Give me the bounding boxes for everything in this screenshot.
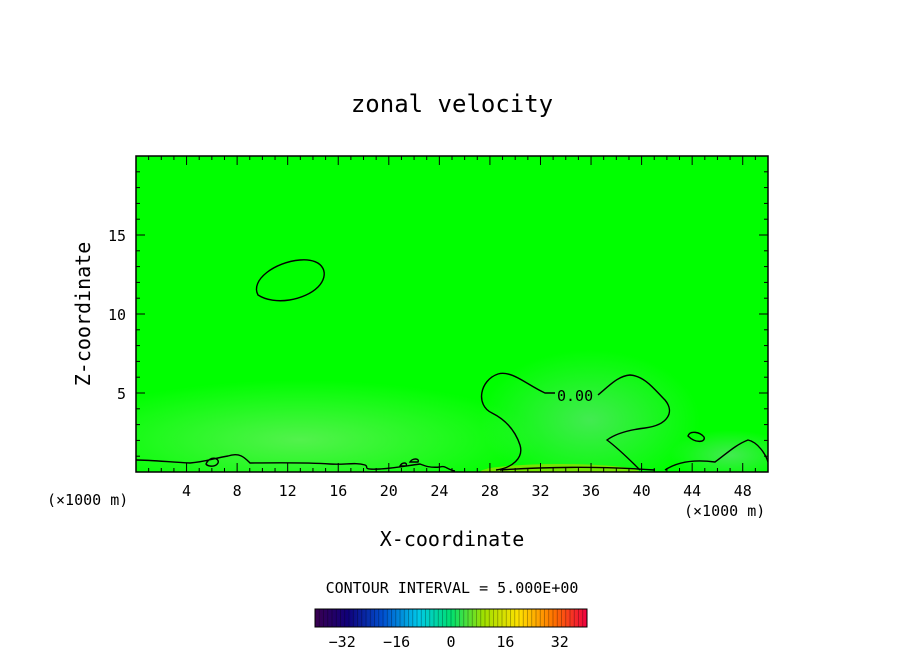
x-unit-left: (×1000 m) — [47, 491, 128, 509]
y-tick-label: 10 — [108, 306, 126, 324]
x-tick-label: 24 — [430, 482, 448, 500]
contour-label: 0.00 — [557, 387, 593, 405]
colorbar-tick-label: −32 — [329, 633, 356, 651]
x-tick-label: 32 — [531, 482, 549, 500]
x-tick-label: 20 — [380, 482, 398, 500]
x-tick-label: 44 — [683, 482, 701, 500]
y-ticks: 5 10 15 — [108, 155, 768, 473]
y-axis-label: Z-coordinate — [71, 242, 95, 387]
x-tick-label: 12 — [279, 482, 297, 500]
contour-bottom-left — [136, 454, 456, 472]
contour-bottom-center — [499, 466, 656, 471]
x-tick-label: 16 — [329, 482, 347, 500]
y-tick-label: 5 — [117, 385, 126, 403]
x-tick-label: 28 — [481, 482, 499, 500]
x-tick-label: 48 — [734, 482, 752, 500]
field-shade-bottom — [480, 464, 640, 472]
colorbar-stripes — [318, 609, 584, 627]
contour-central-lobe — [480, 372, 671, 471]
colorbar-ticks: −32 −16 0 16 32 — [329, 633, 569, 651]
x-unit-right: (×1000 m) — [684, 502, 765, 520]
colorbar-tick-label: −16 — [383, 633, 410, 651]
colorbar-tick-label: 0 — [446, 633, 455, 651]
contour-right-bottom — [664, 439, 768, 471]
field-shade-lower — [136, 380, 540, 472]
y-tick-label: 15 — [108, 227, 126, 245]
x-tick-label: 40 — [633, 482, 651, 500]
x-ticks: 4 8 12 16 20 24 28 32 36 40 44 48 — [135, 156, 769, 500]
colorbar-tick-label: 32 — [551, 633, 569, 651]
chart-title: zonal velocity — [351, 90, 553, 118]
x-axis-label: X-coordinate — [380, 527, 525, 551]
x-tick-label: 36 — [582, 482, 600, 500]
colorbar-tick-label: 16 — [496, 633, 514, 651]
x-tick-label: 4 — [182, 482, 191, 500]
colorbar-frame — [314, 608, 588, 628]
contour-interval-text: CONTOUR INTERVAL = 5.000E+00 — [326, 579, 579, 597]
contour-lines — [136, 259, 768, 472]
x-tick-label: 8 — [233, 482, 242, 500]
contour-upper-loop — [255, 259, 325, 302]
colorbar-gradient — [315, 609, 587, 627]
contour-small-loop — [687, 431, 705, 443]
plot-area — [136, 156, 768, 472]
colorbar: −32 −16 0 16 32 — [314, 608, 588, 651]
